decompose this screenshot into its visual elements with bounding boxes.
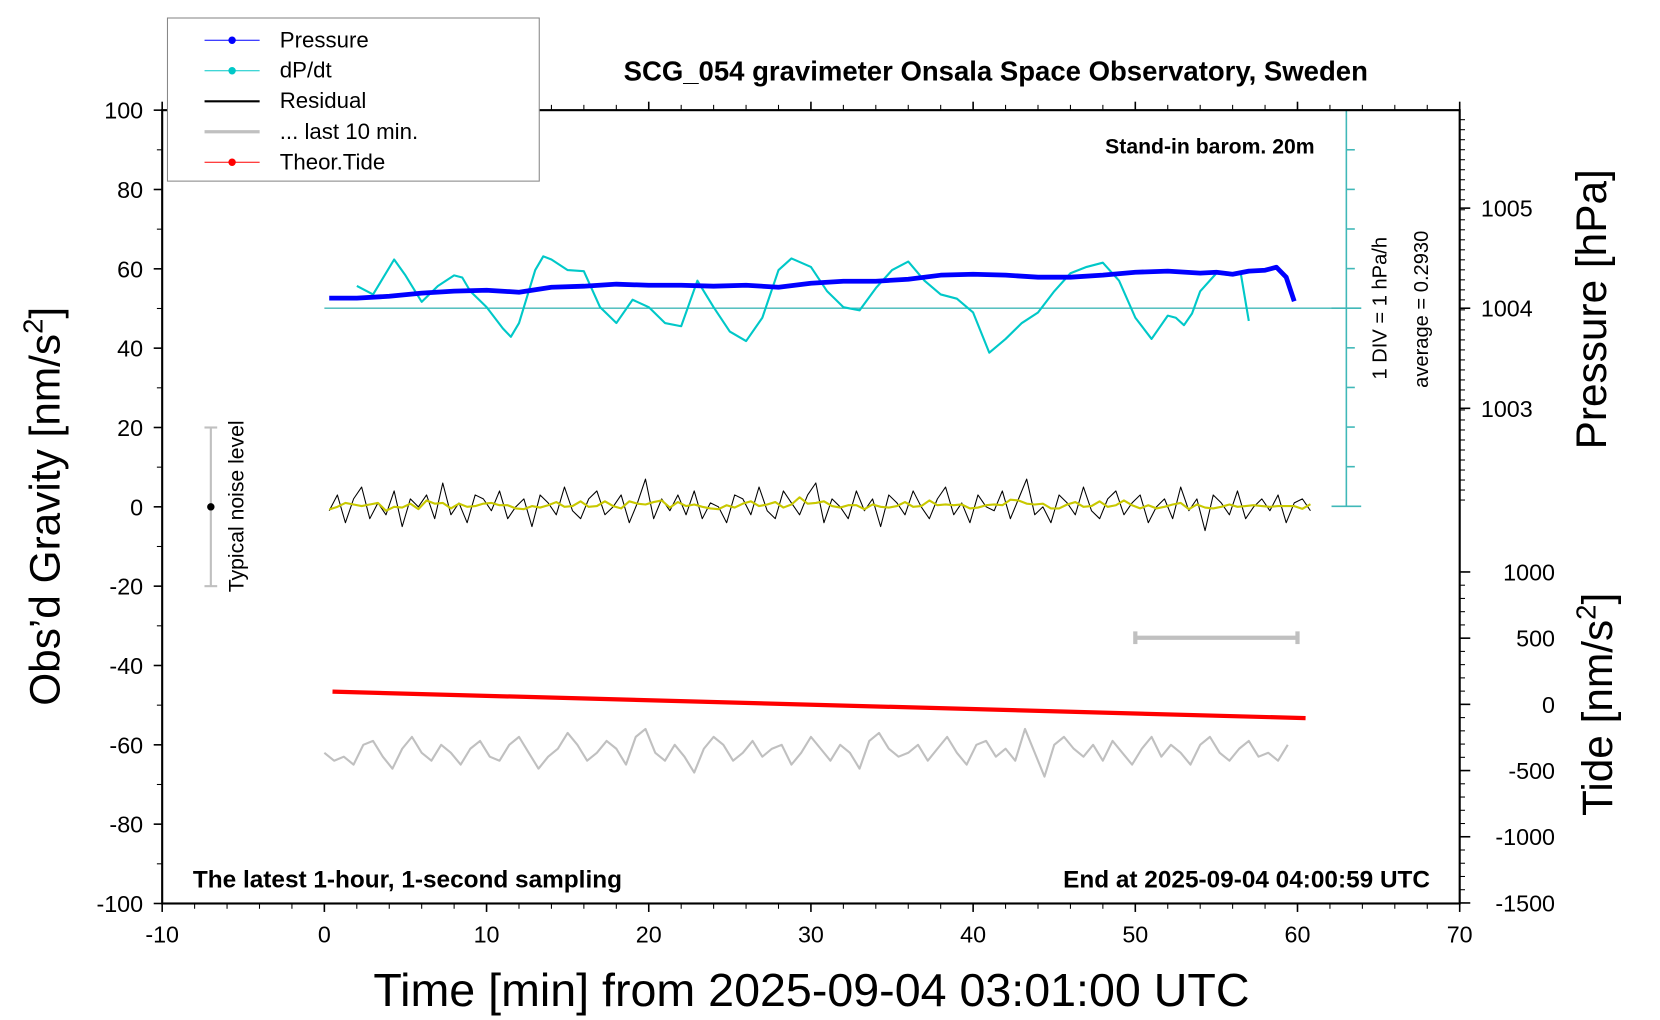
y-left-tick-label: 0 bbox=[130, 494, 143, 520]
y-left-tick-label: -40 bbox=[109, 653, 143, 679]
tide-tick-label: 1000 bbox=[1503, 559, 1555, 585]
legend-box bbox=[166, 17, 540, 182]
x-tick-label: 0 bbox=[318, 922, 331, 948]
x-tick-label: 40 bbox=[960, 922, 986, 948]
legend-swatch-marker bbox=[228, 67, 236, 75]
dpdt-average-label: average = 0.2930 bbox=[1411, 231, 1433, 388]
y-left-tick-label: 80 bbox=[117, 177, 143, 203]
y-left-tick-label: 40 bbox=[117, 336, 143, 362]
chart-title: SCG_054 gravimeter Onsala Space Observat… bbox=[624, 55, 1368, 86]
y-left-tick-label: -100 bbox=[96, 891, 143, 917]
x-tick-label: 30 bbox=[798, 922, 824, 948]
legend-label-tide: Theor.Tide bbox=[280, 149, 385, 174]
dpdt-line bbox=[356, 255, 1250, 354]
y-axis-label-tide-sup: 2 bbox=[1570, 605, 1601, 620]
tide-tick-label: 0 bbox=[1542, 692, 1555, 718]
legend-label-last10: ... last 10 min. bbox=[280, 119, 418, 144]
y-axis-label-pressure: Pressure [hPa] bbox=[1568, 169, 1615, 449]
noise-level-label: Typical noise level bbox=[226, 420, 249, 592]
tide-line bbox=[332, 689, 1306, 721]
x-tick-label: 70 bbox=[1447, 922, 1473, 948]
x-tick-label: 10 bbox=[474, 922, 500, 948]
y-left-tick-label: 20 bbox=[117, 415, 143, 441]
legend-label-pressure: Pressure bbox=[280, 28, 369, 53]
residual-smoothed-line bbox=[328, 496, 1311, 512]
y-axis-label-left: Obs’d Gravity [nm/s2] bbox=[17, 307, 68, 706]
sampling-note: The latest 1-hour, 1-second sampling bbox=[193, 867, 622, 894]
tide-tick-label: -500 bbox=[1508, 758, 1555, 784]
chart-marks bbox=[204, 109, 1362, 778]
axis-ticks: -10 0 10 20 30 40 50 60 70100806040200-20-40-60-… bbox=[96, 98, 1555, 948]
y-axis-label-tide-end: ] bbox=[1574, 593, 1621, 605]
y-axis-label-left-text: Obs’d Gravity [nm/s bbox=[21, 334, 68, 706]
y-left-tick-label: -20 bbox=[109, 574, 143, 600]
legend: Pressure dP/dt Residual ... last 10 min.… bbox=[166, 17, 540, 182]
dpdt-scale-label: 1 DIV = 1 hPa/h bbox=[1370, 237, 1392, 380]
pressure-tick-label: 1003 bbox=[1481, 396, 1533, 422]
y-axis-label-tide-text: Tide [nm/s bbox=[1574, 620, 1621, 816]
y-axis-label-left-sup: 2 bbox=[17, 319, 48, 334]
x-axis-label: Time [min] from 2025-09-04 03:01:00 UTC bbox=[373, 964, 1249, 1016]
end-time-note: End at 2025-09-04 04:00:59 UTC bbox=[1063, 867, 1430, 894]
noise-level-dot bbox=[207, 503, 215, 511]
plot-frame bbox=[161, 109, 1461, 905]
y-axis-label-left-end: ] bbox=[21, 307, 68, 319]
legend-label-residual: Residual bbox=[280, 88, 367, 113]
y-left-tick-label: -60 bbox=[109, 732, 143, 758]
pressure-tick-label: 1005 bbox=[1481, 196, 1533, 222]
legend-swatch-marker bbox=[228, 36, 236, 44]
tide-tick-label: 500 bbox=[1516, 626, 1555, 652]
pressure-tick-label: 1004 bbox=[1481, 296, 1533, 322]
y-left-tick-label: -80 bbox=[109, 812, 143, 838]
x-tick-label: -10 bbox=[145, 922, 179, 948]
y-left-tick-label: 60 bbox=[117, 256, 143, 282]
pressure-line bbox=[329, 264, 1297, 302]
barometer-note: Stand-in barom. 20m bbox=[1105, 136, 1314, 159]
x-tick-label: 20 bbox=[636, 922, 662, 948]
last10-line bbox=[323, 727, 1289, 778]
y-axis-label-tide: Tide [nm/s2] bbox=[1570, 593, 1621, 816]
legend-swatch-marker bbox=[228, 158, 236, 166]
legend-items bbox=[204, 36, 260, 166]
x-tick-label: 60 bbox=[1285, 922, 1311, 948]
tide-tick-label: -1000 bbox=[1495, 824, 1555, 850]
legend-label-dpdt: dP/dt bbox=[280, 57, 333, 82]
x-tick-label: 50 bbox=[1122, 922, 1148, 948]
y-left-tick-label: 100 bbox=[104, 98, 143, 124]
tide-tick-label: -1500 bbox=[1495, 890, 1555, 916]
